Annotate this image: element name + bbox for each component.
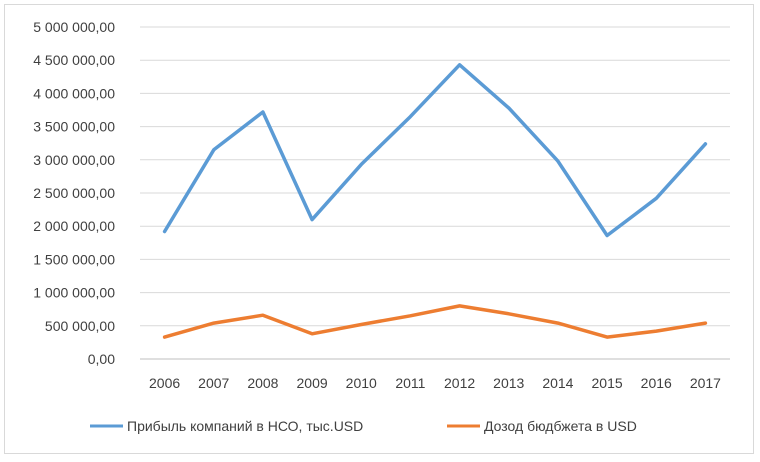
chart-frame [4,4,754,454]
y-tick-label: 3 500 000,00 [33,119,115,135]
y-tick-label: 4 000 000,00 [33,85,115,101]
legend: Прибыль компаний в НСО, тыс.USD Дозод бю… [90,418,637,434]
y-tick-label: 2 500 000,00 [33,185,115,201]
x-tick-label: 2011 [395,375,425,391]
x-tick-label: 2014 [542,375,573,391]
y-tick-label: 4 500 000,00 [33,52,115,68]
y-tick-label: 1 000 000,00 [33,285,115,301]
x-tick-label: 2016 [641,375,672,391]
x-tick-label: 2009 [297,375,328,391]
series-lines [162,63,708,339]
x-tick-label: 2010 [346,375,377,391]
y-tick-label: 2 000 000,00 [33,218,115,234]
x-tick-label: 2017 [690,375,721,391]
x-tick-label: 2015 [592,375,623,391]
legend-entry-budget: Дозод бюдбжета в USD [447,418,637,434]
legend-label-profit: Прибыль компаний в НСО, тыс.USD [127,418,363,434]
y-tick-label: 3 000 000,00 [33,152,115,168]
y-tick-label: 0,00 [88,351,115,367]
y-axis-tick-labels: 0,00 500 000,00 1 000 000,00 1 500 000,00 2 … [33,19,115,367]
legend-label-budget: Дозод бюдбжета в USD [484,418,637,434]
legend-entry-profit: Прибыль компаний в НСО, тыс.USD [90,418,363,434]
series-line-profit [162,63,708,238]
y-tick-label: 500 000,00 [45,318,115,334]
x-axis-tick-labels: 2006 2007 2008 2009 2010 2011 2012 2013 2014 2015… [149,375,721,391]
y-tick-label: 5 000 000,00 [33,19,115,35]
x-tick-label: 2006 [149,375,180,391]
x-tick-label: 2012 [444,375,475,391]
x-tick-label: 2007 [198,375,229,391]
x-tick-label: 2013 [493,375,524,391]
y-tick-label: 1 500 000,00 [33,251,115,267]
series-line-budget [162,304,708,339]
gridlines [140,26,730,360]
x-tick-label: 2008 [247,375,278,391]
